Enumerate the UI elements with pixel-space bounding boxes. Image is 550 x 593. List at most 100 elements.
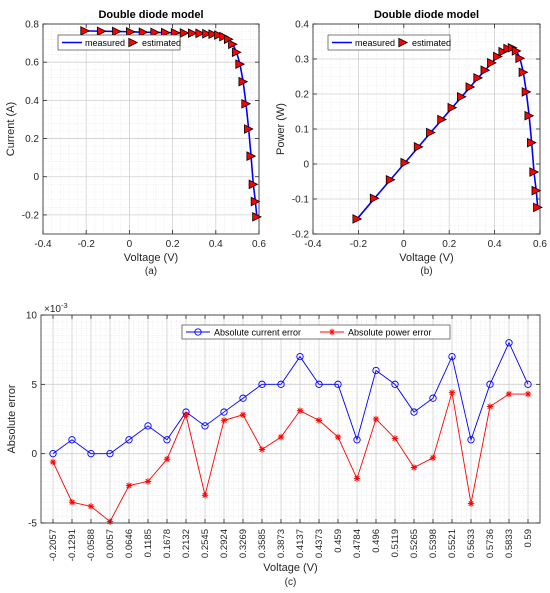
chart-c: -0.2057 -0.1291 -0.0588 0.0057 0.0646 0.1185 0… [6, 301, 541, 588]
series-line [52, 392, 528, 523]
asterisk-stroke [183, 412, 189, 418]
y-tick-label: 0.6 [25, 58, 39, 69]
data-point [179, 28, 190, 38]
data-point [465, 82, 476, 92]
x-tick-label: 0.5633 [466, 529, 477, 558]
x-tick-label: 0.0646 [124, 529, 135, 558]
x-tick-label: 0.459 [333, 529, 344, 553]
data-point [277, 380, 285, 388]
data-point [429, 454, 437, 462]
data-point [106, 450, 114, 458]
data-point [369, 193, 380, 204]
y-axis-label: Current (A) [5, 102, 17, 156]
data-point [487, 58, 497, 68]
asterisk-stroke [50, 459, 56, 465]
data-point [87, 503, 95, 510]
asterisk-stroke [449, 389, 455, 396]
data-point [524, 110, 535, 121]
x-tick-label: 0 [127, 239, 133, 250]
x-tick-label: 0.0057 [105, 529, 116, 558]
ticks: -0.4 -0.2 0 0.2 0.4 0.6 -0.2 0 0.2 0.4 0.6 0.8 [22, 20, 267, 251]
y-tick-label: 0.1 [295, 125, 309, 136]
chart-a: -0.4 -0.2 0 0.2 0.4 0.6 -0.2 0 0.2 0.4 0.6 0.8 Doubl… [5, 9, 266, 277]
data-point [187, 28, 198, 39]
series-estimated [80, 26, 262, 222]
x-tick-label: 0.5265 [409, 529, 420, 558]
asterisk-stroke [468, 500, 474, 507]
data-point [531, 185, 542, 196]
asterisk-stroke [430, 455, 436, 461]
data-point [529, 167, 540, 177]
x-tick-label: 0.3873 [276, 529, 287, 558]
legend-label: Absolute power error [348, 328, 432, 338]
data-point [208, 29, 219, 39]
x-tick-label: 0.5833 [504, 529, 515, 558]
y-tick-label: 0.2 [25, 134, 39, 145]
data-point [163, 456, 171, 463]
asterisk-stroke [487, 403, 493, 410]
y-tick-label: 0.4 [25, 96, 39, 107]
data-point [518, 67, 529, 78]
legend-swatch-estimated [128, 37, 139, 48]
data-point [244, 124, 254, 134]
x-tick-label: 0.2545 [200, 529, 211, 558]
y-tick-label: -0.1 [292, 195, 310, 206]
data-point [448, 389, 456, 396]
data-point [161, 27, 171, 38]
data-point [220, 408, 228, 416]
asterisk-stroke [221, 417, 227, 424]
data-point [163, 436, 171, 444]
data-point [202, 28, 212, 39]
asterisk-stroke [164, 456, 170, 462]
data-point [201, 492, 209, 499]
y-tick-label: 0.3 [295, 55, 309, 66]
chart-b: -0.4 -0.2 0 0.2 0.4 0.6-0.2-0.100.10.20.30.4D… [275, 9, 547, 277]
data-point [182, 411, 190, 419]
data-point [429, 394, 437, 402]
x-tick-label: 0.2132 [181, 529, 192, 558]
x-tick-label: 0.5398 [428, 529, 439, 558]
asterisk-stroke [316, 417, 322, 424]
data-point [391, 380, 399, 388]
y-tick-label: -0.2 [292, 230, 310, 241]
legend-box [181, 324, 451, 340]
x-axis-label: Voltage (V) [399, 252, 453, 264]
data-point [448, 352, 456, 361]
asterisk-stroke [69, 499, 75, 505]
data-point [214, 30, 224, 40]
y-tick-label: 0.2 [295, 90, 309, 101]
plot-area [43, 24, 259, 234]
data-point [353, 436, 361, 444]
data-point [426, 127, 436, 138]
data-point [315, 380, 323, 388]
data-point [334, 380, 342, 388]
legend-box [327, 34, 451, 51]
y-tick-label: 0 [31, 449, 37, 460]
x-tick-label: 0.5521 [447, 529, 458, 558]
x-tick-label: 0.1678 [162, 529, 173, 558]
data-point [410, 464, 418, 471]
data-point [447, 102, 458, 113]
x-tick-label: 0.4 [209, 239, 223, 250]
data-point [235, 59, 246, 69]
x-tick-label: -0.2057 [48, 529, 59, 561]
data-point [353, 475, 361, 482]
y-tick-label: 0 [33, 172, 39, 183]
data-point [246, 151, 257, 161]
data-point [250, 196, 261, 207]
data-point [80, 26, 91, 36]
data-point [248, 179, 259, 190]
x-tick-label: -0.2 [78, 239, 96, 250]
asterisk-stroke [145, 478, 151, 485]
y-tick-label: 5 [31, 380, 37, 391]
x-tick-label: 0.6 [533, 239, 547, 250]
y-tick-label: 0.4 [295, 20, 309, 31]
legend-swatch-estimated [398, 37, 409, 48]
data-point [228, 39, 238, 50]
x-tick-label: 0.3269 [238, 529, 249, 558]
data-point [505, 339, 513, 347]
x-tick-label: 0.4137 [295, 529, 306, 558]
data-point [515, 53, 526, 64]
ticks: -0.4 -0.2 0 0.2 0.4 0.6-0.2-0.100.10.20.30.4 [292, 20, 548, 251]
